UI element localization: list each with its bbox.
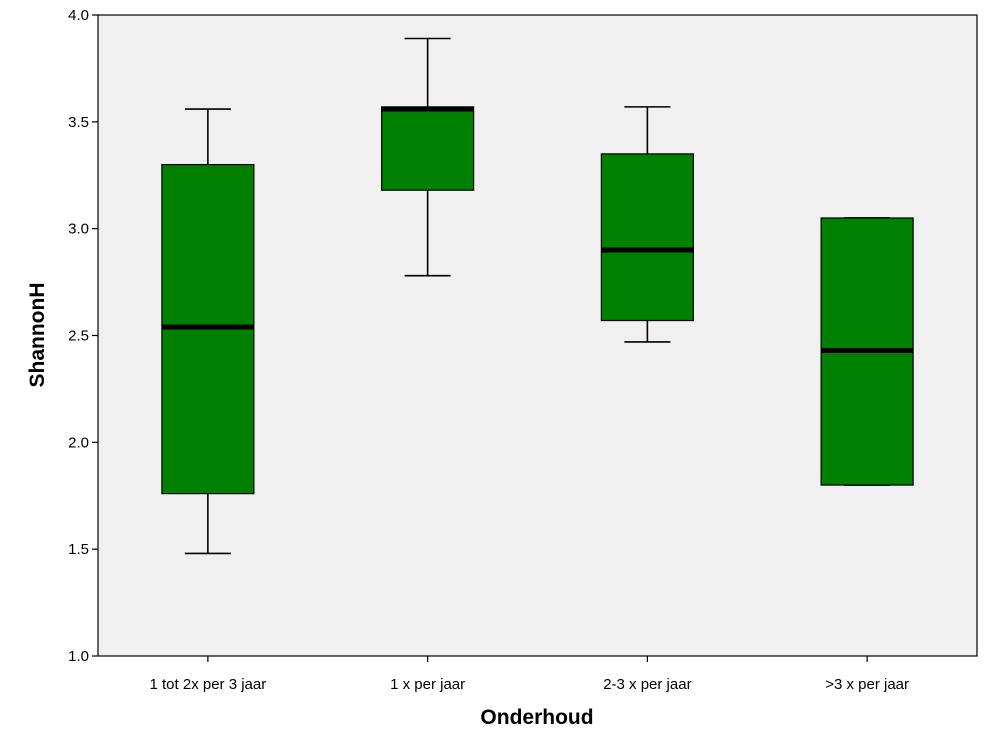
y-tick-label: 1.5	[68, 541, 89, 558]
y-tick-label: 3.5	[68, 114, 89, 131]
box-group	[381, 37, 475, 277]
box-group	[600, 106, 694, 343]
y-tick-label: 1.0	[68, 648, 89, 665]
box-iqr	[381, 106, 475, 191]
x-tick-label: >3 x per jaar	[825, 676, 909, 693]
x-tick-label: 1 tot 2x per 3 jaar	[150, 676, 267, 693]
y-axis-title: ShannonH	[26, 283, 49, 388]
y-tick-label: 4.0	[68, 7, 89, 24]
x-axis-title: Onderhoud	[480, 706, 593, 729]
x-axis: 1 tot 2x per 3 jaar 1 x per jaar 2-3 x per…	[150, 656, 909, 693]
x-tick-label: 1 x per jaar	[390, 676, 465, 693]
box-iqr	[600, 153, 694, 322]
y-tick-label: 3.0	[68, 221, 89, 238]
y-tick-label: 2.5	[68, 328, 89, 345]
box-group	[820, 217, 914, 486]
y-axis: 1.0 1.5 2.0 2.5 3.0 3.5 4.0	[68, 7, 98, 665]
x-tick-label: 2-3 x per jaar	[603, 676, 691, 693]
y-tick-label: 2.0	[68, 434, 89, 451]
box-group	[161, 108, 255, 555]
plot-marks	[161, 37, 914, 555]
